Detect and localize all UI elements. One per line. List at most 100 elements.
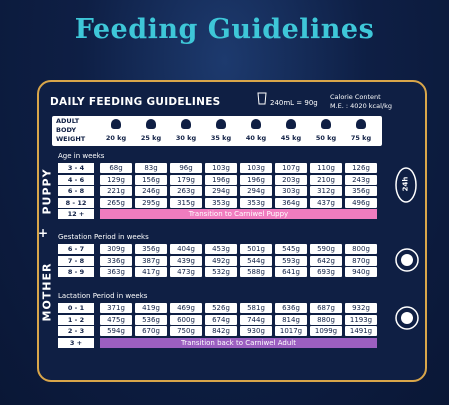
cell: 674g: [205, 314, 237, 325]
dog-icon: [251, 119, 261, 129]
cell: 179g: [170, 174, 202, 185]
weight-label: ADULT BODY WEIGHT: [56, 117, 86, 143]
cell: 800g: [345, 244, 377, 254]
row-label: 7 - 8: [58, 255, 94, 266]
cell: 842g: [205, 326, 237, 337]
cell: 364g: [275, 197, 307, 208]
row-label: 1 - 2: [58, 314, 94, 325]
row-label: 3 +: [58, 337, 94, 348]
cell: 930g: [240, 326, 272, 337]
cell: 303g: [275, 186, 307, 197]
cell: 309g: [100, 244, 132, 254]
cell: 593g: [275, 255, 307, 266]
cell: 315g: [170, 197, 202, 208]
cell: 581g: [240, 303, 272, 313]
weight: 50 kg: [315, 134, 337, 142]
cell: 126g: [345, 163, 377, 173]
cell: 594g: [100, 326, 132, 337]
dog-icon: [321, 119, 331, 129]
cell: 404g: [170, 244, 202, 254]
cell: 210g: [310, 174, 342, 185]
cell: 336g: [100, 255, 132, 266]
weight: 40 kg: [245, 134, 267, 142]
section-label: PUPPY: [40, 168, 54, 215]
cell: 356g: [135, 244, 167, 254]
cell: 417g: [135, 267, 167, 278]
group-title: Lactation Period in weeks: [58, 292, 148, 300]
cell: 636g: [275, 303, 307, 313]
cup-icon: [257, 92, 267, 105]
cell: 693g: [310, 267, 342, 278]
weight: 35 kg: [210, 134, 232, 142]
cell: 1491g: [345, 326, 377, 337]
cell: 544g: [240, 255, 272, 266]
heading: DAILY FEEDING GUIDELINES: [50, 96, 221, 108]
cell: 940g: [345, 267, 377, 278]
cell: 103g: [205, 163, 237, 173]
cell: 1099g: [310, 326, 342, 337]
weight: 45 kg: [280, 134, 302, 142]
cell: 419g: [135, 303, 167, 313]
cell: 473g: [170, 267, 202, 278]
cell: 363g: [100, 267, 132, 278]
cell: 439g: [170, 255, 202, 266]
transition-note: Transition back to Carniwel Adult: [100, 337, 377, 348]
cell: 265g: [100, 197, 132, 208]
cell: 353g: [240, 197, 272, 208]
cell: 371g: [100, 303, 132, 313]
cell: 1017g: [275, 326, 307, 337]
cell: 492g: [205, 255, 237, 266]
row-label: 4 - 6: [58, 174, 94, 185]
calorie-value: M.E. : 4020 kcal/kg: [330, 102, 392, 110]
cell: 687g: [310, 303, 342, 313]
plus-sign: +: [38, 226, 49, 240]
cell: 243g: [345, 174, 377, 185]
cell: 932g: [345, 303, 377, 313]
cell: 203g: [275, 174, 307, 185]
cell: 156g: [135, 174, 167, 185]
cell: 103g: [240, 163, 272, 173]
clock-icon: [395, 167, 417, 203]
cell: 870g: [345, 255, 377, 266]
cell: 600g: [170, 314, 202, 325]
title: Feeding Guidelines: [74, 14, 375, 45]
cell: 588g: [240, 267, 272, 278]
cell: 670g: [135, 326, 167, 337]
conversion: 240mL = 90g: [270, 99, 318, 107]
cell: 246g: [135, 186, 167, 197]
cell: 545g: [275, 244, 307, 254]
cell: 532g: [205, 267, 237, 278]
dog-icon: [356, 119, 366, 129]
weight: 20 kg: [105, 134, 127, 142]
dog-icon: [111, 119, 121, 129]
calorie-label: Calorie Content: [330, 93, 381, 101]
cell: 263g: [170, 186, 202, 197]
cell: 880g: [310, 314, 342, 325]
row-label: 8 - 9: [58, 267, 94, 278]
cell: 107g: [275, 163, 307, 173]
row-label: 12 +: [58, 209, 94, 220]
cell: 196g: [240, 174, 272, 185]
row-label: 3 - 4: [58, 163, 94, 173]
group-title: Age in weeks: [58, 152, 105, 160]
cell: 641g: [275, 267, 307, 278]
cell: 221g: [100, 186, 132, 197]
dog-icon: [181, 119, 191, 129]
cell: 469g: [170, 303, 202, 313]
cell: 353g: [205, 197, 237, 208]
dog-icon: [216, 119, 226, 129]
group-title: Gestation Period in weeks: [58, 233, 149, 241]
cell: 536g: [135, 314, 167, 325]
row-label: 6 - 8: [58, 186, 94, 197]
cell: 501g: [240, 244, 272, 254]
cell: 437g: [310, 197, 342, 208]
bowl-icon: [395, 306, 419, 330]
cell: 1193g: [345, 314, 377, 325]
section-label: MOTHER: [40, 262, 54, 322]
row-label: 8 - 12: [58, 197, 94, 208]
cell: 387g: [135, 255, 167, 266]
cell: 526g: [205, 303, 237, 313]
cell: 129g: [100, 174, 132, 185]
weight: 25 kg: [140, 134, 162, 142]
